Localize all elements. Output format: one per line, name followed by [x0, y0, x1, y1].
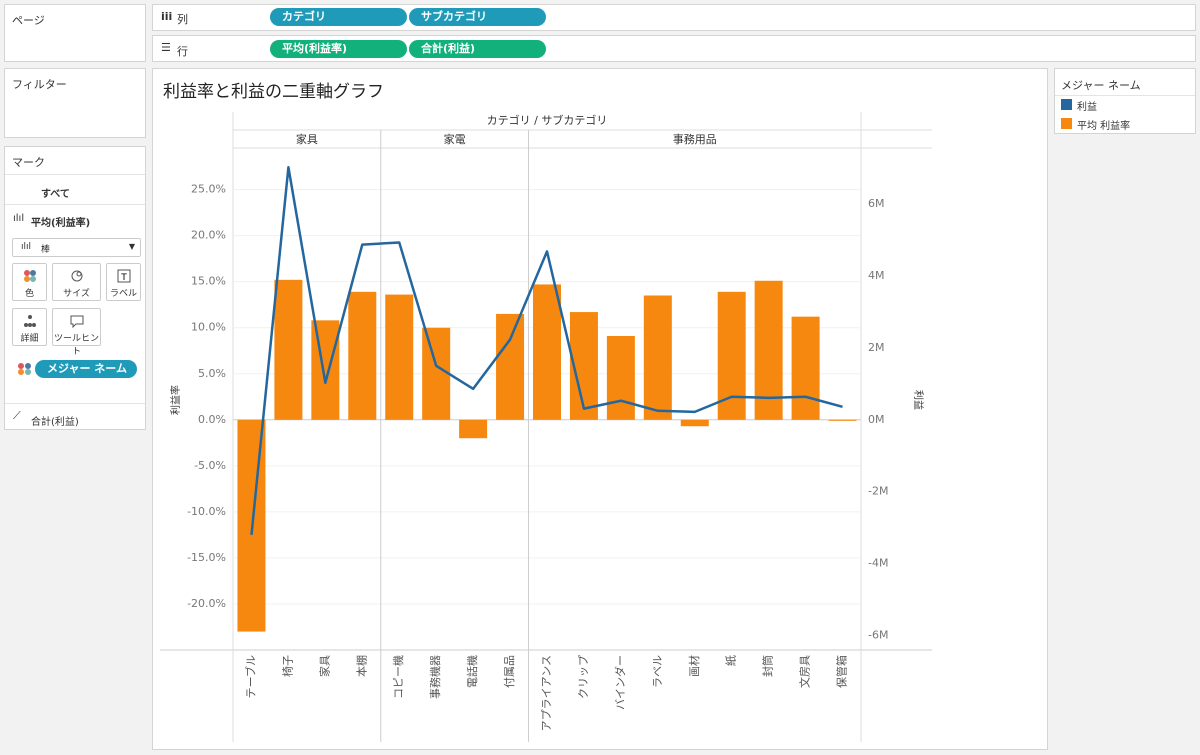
y2-axis-title: 利益 — [912, 390, 925, 410]
category-header: 家具 — [296, 132, 318, 146]
y2-tick-label: -4M — [868, 557, 888, 570]
bar — [385, 294, 414, 420]
x-tick-label: テーブル — [243, 655, 257, 698]
legend-label[interactable]: 平均 利益率 — [1077, 121, 1131, 132]
bar — [348, 291, 377, 420]
x-tick-label: 封筒 — [761, 655, 775, 677]
x-tick-label: 文房具 — [798, 655, 812, 688]
x-tick-label: バインダー — [613, 655, 627, 710]
button-label: ラベル — [109, 289, 137, 299]
rows-label: 行 — [177, 45, 188, 58]
x-tick-label: コピー機 — [391, 655, 405, 699]
button-label: ツールヒント — [53, 334, 99, 357]
legend-label[interactable]: 利益 — [1077, 102, 1097, 113]
columns-icon: iii — [161, 10, 173, 23]
column-pill[interactable]: カテゴリ — [270, 8, 407, 26]
mark-type: 棒 — [41, 245, 51, 255]
category-header: 事務用品 — [673, 132, 717, 146]
column-pill[interactable]: サブカテゴリ — [409, 8, 546, 26]
pages-panel: ページ — [4, 4, 146, 62]
y-tick-label: -10.0% — [187, 505, 226, 518]
marks-panel: マーク すべて ılıl 平均(利益率) ılıl 棒 ▼ 色 サイズ T ラベル 詳… — [4, 146, 146, 430]
row-pill[interactable]: 平均(利益率) — [270, 40, 407, 58]
x-tick-label: アプライアンス — [540, 655, 553, 731]
label-button[interactable]: T ラベル — [106, 263, 141, 301]
y-tick-label: 20.0% — [191, 229, 226, 242]
x-tick-label: 付属品 — [503, 655, 516, 688]
mark-type-dropdown[interactable]: ılıl 棒 ▼ — [12, 238, 141, 257]
filters-title: フィルター — [12, 78, 67, 91]
y2-tick-label: 6M — [868, 197, 885, 210]
bar — [643, 295, 672, 420]
columns-label: 列 — [177, 13, 188, 26]
x-tick-label: 事務機器 — [428, 655, 442, 699]
x-tick-label: 家具 — [317, 655, 331, 677]
marks-all[interactable]: すべて — [41, 189, 70, 200]
bar — [680, 419, 709, 427]
legend-title: メジャー ネーム — [1061, 79, 1141, 92]
line — [250, 166, 843, 536]
size-button[interactable]: サイズ — [52, 263, 101, 301]
bar-icon: ılıl — [13, 213, 25, 224]
y-tick-label: 25.0% — [191, 183, 226, 196]
button-label: 色 — [24, 289, 34, 299]
marks-title: マーク — [12, 156, 45, 169]
category-header: 家電 — [444, 132, 466, 146]
bar — [274, 279, 303, 420]
legend-swatch[interactable] — [1061, 118, 1072, 129]
x-tick-label: 本棚 — [354, 655, 368, 677]
measure-names-pill[interactable]: メジャー ネーム — [35, 360, 137, 378]
x-tick-label: 保管箱 — [835, 655, 849, 688]
y-tick-label: -15.0% — [187, 551, 226, 564]
header-title: カテゴリ / サブカテゴリ — [487, 113, 608, 127]
svg-text:T: T — [120, 273, 127, 283]
bar — [459, 419, 488, 439]
x-tick-label: ラベル — [651, 655, 664, 688]
y-tick-label: 5.0% — [198, 367, 226, 380]
y2-tick-label: 4M — [868, 269, 885, 282]
rows-shelf[interactable]: ☰ 行 平均(利益率) 合計(利益) — [152, 35, 1196, 62]
row-pill[interactable]: 合計(利益) — [409, 40, 546, 58]
bar — [717, 291, 746, 420]
y2-tick-label: -6M — [868, 629, 888, 642]
marks-measure[interactable]: 平均(利益率) — [31, 218, 91, 229]
y-tick-label: -5.0% — [194, 459, 226, 472]
color-button[interactable]: 色 — [12, 263, 47, 301]
columns-shelf[interactable]: iii 列 カテゴリ サブカテゴリ — [152, 4, 1196, 31]
bar — [311, 320, 340, 420]
bar — [791, 316, 820, 420]
y-axis-title: 利益率 — [169, 385, 182, 415]
x-tick-label: 椅子 — [280, 655, 294, 677]
y-tick-label: 0.0% — [198, 413, 226, 426]
filters-panel: フィルター — [4, 68, 146, 138]
y2-tick-label: -2M — [868, 485, 888, 498]
y-tick-label: 10.0% — [191, 321, 226, 334]
bar — [496, 313, 525, 420]
y-tick-label: -20.0% — [187, 597, 226, 610]
bar — [422, 327, 451, 420]
x-tick-label: 紙 — [724, 655, 738, 666]
x-tick-label: 画材 — [687, 655, 701, 677]
line-icon: ⟋ — [13, 409, 21, 422]
rows-icon: ☰ — [161, 41, 171, 54]
x-tick-label: 電話機 — [465, 655, 479, 688]
button-label: 詳細 — [20, 334, 39, 344]
detail-button[interactable]: 詳細 — [12, 308, 47, 346]
bar — [533, 284, 561, 420]
legend-swatch[interactable] — [1061, 99, 1072, 110]
chart-title: 利益率と利益の二重軸グラフ — [163, 82, 384, 102]
bar — [606, 336, 635, 420]
y-tick-label: 15.0% — [191, 275, 226, 288]
bar — [828, 419, 857, 421]
tooltip-button[interactable]: ツールヒント — [52, 308, 101, 357]
y2-tick-label: 2M — [868, 341, 885, 354]
button-label: サイズ — [63, 289, 90, 299]
legend-panel: メジャー ネーム 利益平均 利益率 — [1054, 68, 1196, 134]
pages-title: ページ — [12, 14, 45, 27]
x-tick-label: クリップ — [577, 655, 590, 699]
marks-measure2[interactable]: 合計(利益) — [31, 417, 79, 428]
y2-tick-label: 0M — [868, 413, 885, 426]
